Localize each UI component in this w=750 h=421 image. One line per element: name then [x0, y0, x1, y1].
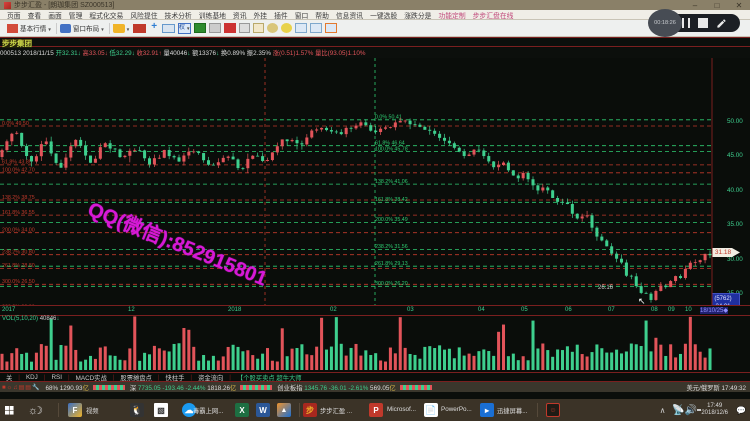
svg-text:100.0% 45.78: 100.0% 45.78: [375, 146, 408, 152]
svg-text:161.8% 36.55: 161.8% 36.55: [2, 210, 35, 216]
svg-text:300.0% 26.50: 300.0% 26.50: [2, 279, 35, 285]
svg-text:161.8% 38.42: 161.8% 38.42: [375, 197, 408, 203]
svg-text:238.2% 30.80: 238.2% 30.80: [2, 250, 35, 256]
svg-text:100.0% 42.70: 100.0% 42.70: [2, 168, 35, 174]
svg-text:138.2% 41.06: 138.2% 41.06: [375, 179, 408, 185]
svg-text:300.0% 26.20: 300.0% 26.20: [375, 281, 408, 287]
svg-text:138.2% 38.75: 138.2% 38.75: [2, 195, 35, 201]
svg-text:200.0% 34.00: 200.0% 34.00: [2, 228, 35, 234]
svg-text:0.0% 49.50: 0.0% 49.50: [2, 121, 29, 127]
svg-text:238.2% 31.56: 238.2% 31.56: [375, 244, 408, 250]
svg-text:0.0% 50.41: 0.0% 50.41: [375, 115, 402, 121]
svg-text:61.8% 43.85: 61.8% 43.85: [2, 160, 32, 166]
svg-text:200.0% 35.49: 200.0% 35.49: [375, 217, 408, 223]
svg-text:261.8% 29.13: 261.8% 29.13: [375, 261, 408, 267]
